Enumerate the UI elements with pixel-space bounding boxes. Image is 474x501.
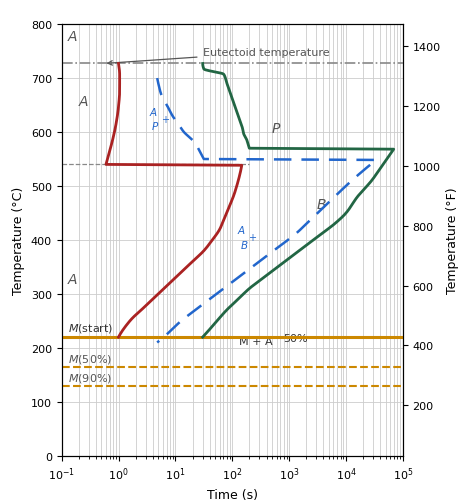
Text: $M$(start): $M$(start): [68, 322, 113, 335]
Text: A: A: [68, 273, 78, 287]
Text: B: B: [316, 197, 326, 211]
X-axis label: Time (s): Time (s): [207, 488, 258, 500]
Text: $A$: $A$: [149, 106, 158, 118]
Text: M + A: M + A: [239, 337, 273, 346]
Y-axis label: Temperature (°C): Temperature (°C): [12, 186, 25, 295]
Text: $P$: $P$: [152, 120, 160, 132]
Text: $M$(90%): $M$(90%): [68, 371, 112, 384]
Text: A: A: [68, 30, 78, 44]
Text: $A$: $A$: [237, 223, 246, 235]
Y-axis label: Temperature (°F): Temperature (°F): [447, 187, 459, 294]
Text: A: A: [79, 95, 88, 109]
Text: 50%: 50%: [283, 333, 308, 343]
Text: $+$: $+$: [248, 232, 257, 243]
Text: Eutectoid temperature: Eutectoid temperature: [108, 48, 329, 66]
Text: $M$(50%): $M$(50%): [68, 352, 112, 365]
Text: $B$: $B$: [240, 238, 248, 250]
Text: P: P: [272, 122, 281, 136]
Text: $+$: $+$: [161, 114, 170, 125]
